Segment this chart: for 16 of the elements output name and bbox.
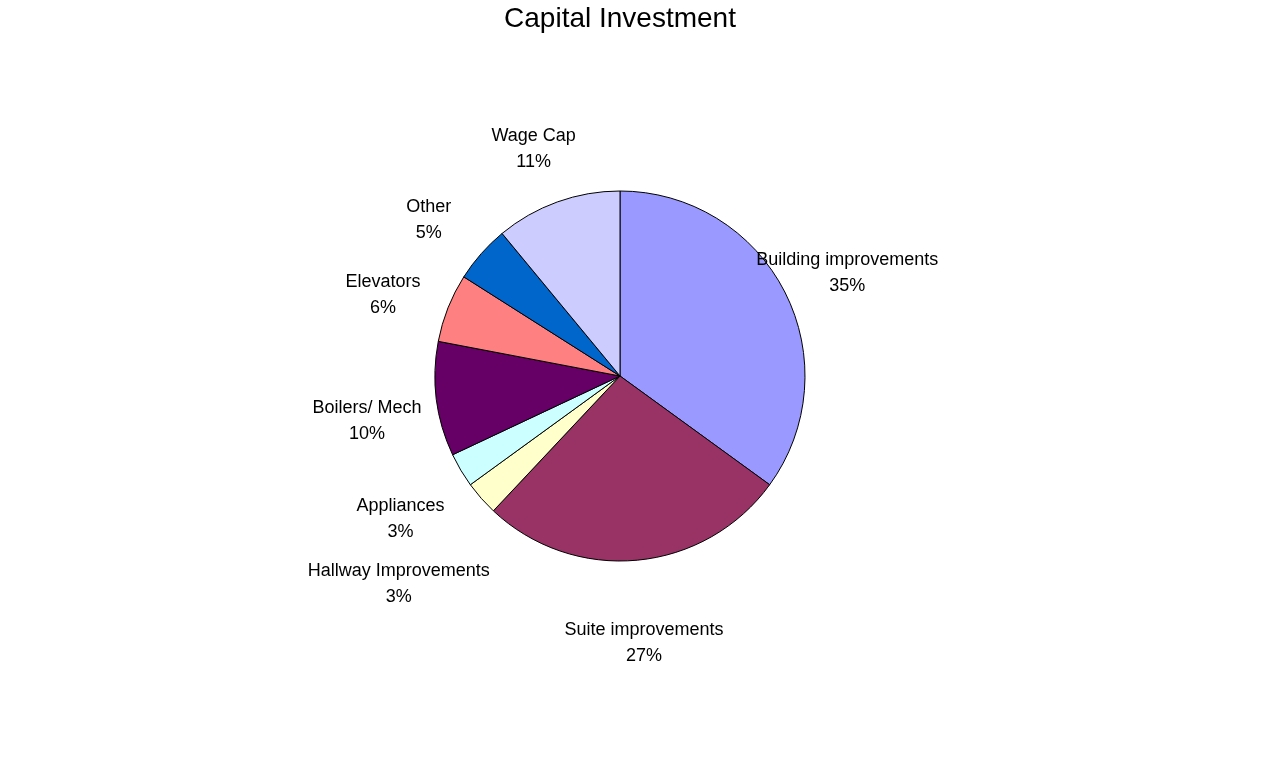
data-label: 3%: [385, 586, 412, 607]
slice-label: Suite improvements: [564, 618, 724, 639]
slice-label: Appliances: [356, 494, 445, 515]
slice-label: Elevators: [345, 271, 421, 292]
data-label: 35%: [829, 275, 866, 296]
slice-label: Wage Cap: [491, 125, 576, 146]
data-label: 27%: [625, 644, 663, 665]
data-label: 10%: [349, 422, 386, 443]
chart-title: Capital Investment: [504, 2, 737, 33]
slice-label: Other: [406, 196, 452, 217]
data-label: 11%: [516, 151, 551, 172]
slice-label: Boilers/ Mech: [312, 396, 422, 417]
data-label: 6%: [369, 297, 396, 318]
data-label: 3%: [387, 520, 414, 541]
data-label: 5%: [415, 222, 442, 243]
slice-label: Hallway Improvements: [307, 560, 490, 581]
